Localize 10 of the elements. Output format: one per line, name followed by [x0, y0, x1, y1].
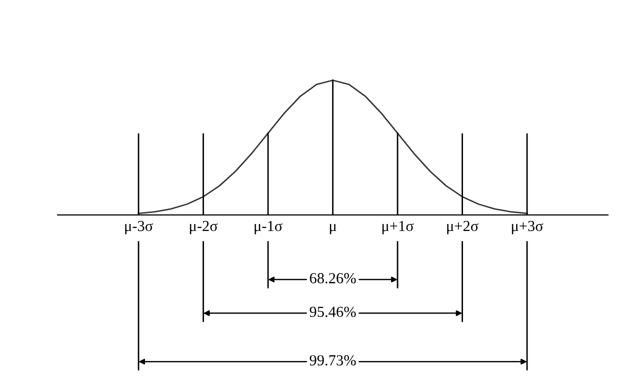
- x-tick-label: μ-2σ: [190, 220, 218, 234]
- text: 95.46%: [310, 306, 356, 318]
- x-tick-label: μ: [330, 224, 336, 234]
- x-tick-label: μ-3σ: [125, 220, 153, 234]
- x-tick-label: μ+2σ: [447, 220, 478, 234]
- text: 68.26%: [310, 273, 356, 284]
- x-tick-label: μ-1σ: [254, 220, 282, 234]
- x-tick-label: μ+1σ: [382, 220, 414, 234]
- text: 99.73%: [310, 355, 356, 366]
- x-tick-label: μ+3σ: [512, 220, 544, 234]
